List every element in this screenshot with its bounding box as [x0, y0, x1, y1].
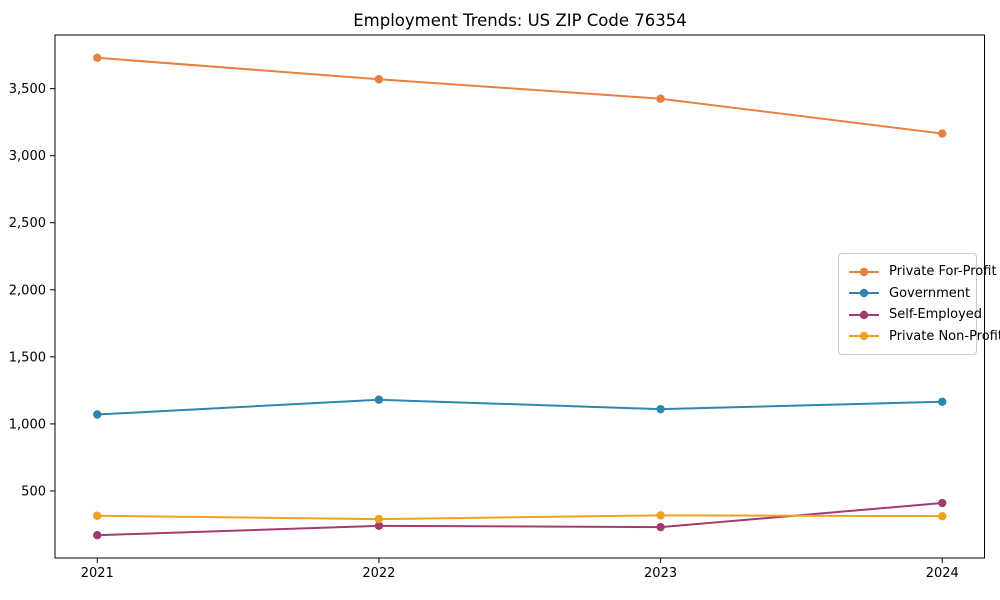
x-tick-label: 2022: [362, 566, 395, 581]
data-point-marker: [938, 498, 947, 508]
legend-line-sample-icon: [849, 332, 879, 341]
data-point-marker: [93, 511, 102, 520]
y-tick-label: 1,500: [9, 350, 46, 365]
legend-label: Self-Employed: [889, 307, 983, 323]
y-tick-label: 1,000: [9, 417, 46, 432]
data-point-marker: [93, 531, 102, 540]
y-tick-label: 2,000: [9, 283, 46, 298]
data-point-marker: [374, 395, 384, 404]
data-point-marker: [374, 521, 384, 531]
legend-item: Self-Employed: [848, 304, 982, 326]
data-point-marker: [374, 514, 384, 524]
legend-item: Private For-Profit: [848, 261, 997, 283]
data-point-marker: [93, 53, 102, 62]
legend-item: Government: [848, 283, 971, 305]
data-point-marker: [374, 75, 384, 84]
data-point-marker: [656, 94, 665, 103]
y-tick-label: 2,500: [9, 216, 46, 231]
data-point-marker: [938, 511, 947, 521]
series-line: [97, 514, 943, 521]
legend-line-sample-icon: [849, 310, 879, 319]
y-tick-label: 3,500: [9, 82, 46, 97]
legend-label: Private For-Profit: [889, 264, 997, 280]
plot-frame: [54, 34, 985, 559]
series-line: [97, 502, 943, 537]
legend: Private For-Profit Government Self-Employe…: [838, 253, 1000, 355]
data-point-marker: [938, 397, 947, 406]
legend-line-sample-icon: [849, 289, 879, 298]
x-tick-label: 2021: [81, 566, 114, 581]
legend-label: Private Non-Profit: [889, 328, 1000, 344]
y-tick-label: 500: [21, 484, 46, 499]
data-point-marker: [656, 511, 665, 520]
data-point-marker: [656, 404, 665, 414]
x-tick-label: 2024: [926, 566, 959, 581]
legend-label: Government: [889, 285, 971, 301]
x-tick-label: 2023: [644, 566, 677, 581]
series-line: [97, 56, 943, 135]
chart-title: Employment Trends: US ZIP Code 76354: [353, 11, 687, 30]
legend-item: Private Non-Profit: [848, 326, 1000, 348]
legend-line-sample-icon: [849, 267, 879, 276]
series-line: [97, 398, 943, 416]
data-point-marker: [93, 410, 102, 419]
data-point-marker: [938, 129, 947, 138]
data-point-marker: [656, 522, 665, 532]
y-tick-label: 3,000: [9, 149, 46, 164]
